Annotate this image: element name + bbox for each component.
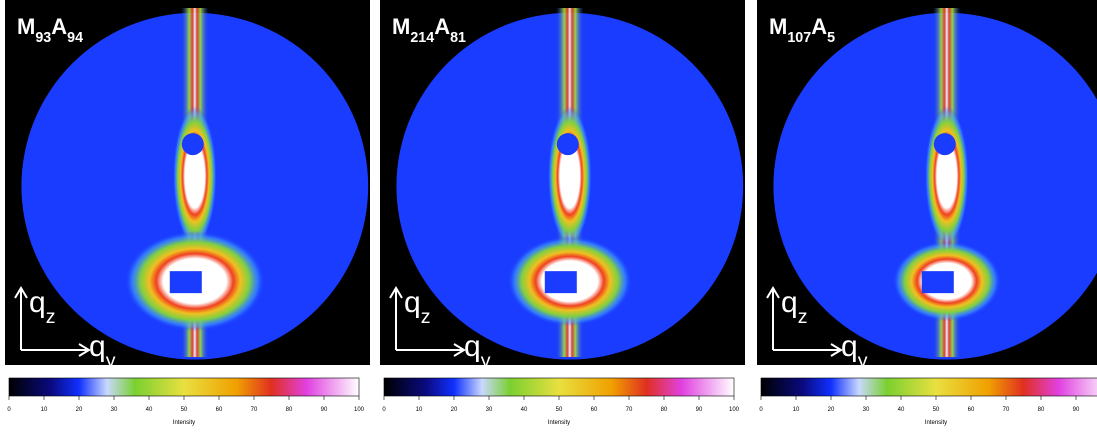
beam-stop — [557, 133, 579, 155]
colorbar-tick-label: 10 — [41, 407, 48, 413]
label-subscript: 93 — [35, 30, 51, 46]
colorbar-tick-label: 50 — [556, 407, 563, 413]
upper-lobe — [925, 106, 969, 246]
colorbar-label: Intensity — [925, 420, 947, 426]
beam-block — [545, 271, 577, 293]
colorbar-tick-label: 0 — [7, 407, 11, 413]
colorbar-tick-label: 0 — [759, 407, 763, 413]
label-text: M — [17, 14, 35, 39]
beam-stop — [934, 133, 956, 155]
axis-subscript: z — [46, 306, 56, 328]
upper-lobe — [548, 106, 592, 246]
colorbar-tick-label: 60 — [216, 407, 223, 413]
colorbar-tick-label: 70 — [1003, 407, 1010, 413]
colorbar-tick-label: 100 — [354, 407, 365, 413]
colorbar-tick-label: 80 — [286, 407, 293, 413]
beam-stop — [182, 133, 204, 155]
axis-text: q — [29, 286, 46, 319]
label-text: A — [811, 14, 827, 39]
colorbar-tick-label: 60 — [968, 407, 975, 413]
axis-text: q — [89, 330, 106, 363]
colorbar-tick-label: 50 — [181, 407, 188, 413]
colorbar-tick-label: 90 — [321, 407, 328, 413]
label-text: M — [392, 14, 410, 39]
colorbar-tick-label: 0 — [382, 407, 386, 413]
axis-text: q — [464, 330, 481, 363]
colorbar — [9, 378, 359, 396]
colorbar-tick-label: 10 — [416, 407, 423, 413]
label-subscript: 81 — [450, 30, 466, 46]
colorbar-tick-label: 60 — [591, 407, 598, 413]
colorbar-tick-label: 90 — [696, 407, 703, 413]
label-subscript: 107 — [787, 30, 811, 46]
axis-text: q — [781, 286, 798, 319]
colorbar-tick-label: 40 — [521, 407, 528, 413]
beam-block — [922, 271, 954, 293]
colorbar-tick-label: 10 — [793, 407, 800, 413]
axis-subscript: y — [858, 350, 868, 372]
colorbar-tick-label: 80 — [1038, 407, 1045, 413]
colorbar-tick-label: 70 — [251, 407, 258, 413]
upper-lobe — [173, 106, 217, 246]
colorbar-tick-label: 40 — [146, 407, 153, 413]
colorbar-tick-label: 40 — [898, 407, 905, 413]
colorbar-tick-label: 30 — [111, 407, 118, 413]
colorbar-tick-label: 30 — [486, 407, 493, 413]
colorbar — [761, 378, 1097, 396]
label-text: M — [769, 14, 787, 39]
panel: M107A5qzqy0102030405060708090100Intensit… — [757, 0, 1097, 426]
label-text: A — [434, 14, 450, 39]
colorbar-tick-label: 100 — [729, 407, 740, 413]
colorbar-tick-label: 50 — [933, 407, 940, 413]
axis-text: q — [841, 330, 858, 363]
figure: M93A94qzqy0102030405060708090100Intensit… — [0, 0, 1097, 432]
label-text: A — [51, 14, 67, 39]
colorbar-tick-label: 80 — [661, 407, 668, 413]
label-subscript: 5 — [827, 30, 835, 46]
axis-subscript: z — [421, 306, 431, 328]
colorbar-tick-label: 70 — [626, 407, 633, 413]
colorbar-label: Intensity — [173, 420, 195, 426]
colorbar-tick-label: 90 — [1073, 407, 1080, 413]
axis-subscript: y — [481, 350, 491, 372]
axis-text: q — [404, 286, 421, 319]
colorbar-label: Intensity — [548, 420, 570, 426]
colorbar — [384, 378, 734, 396]
axis-subscript: z — [798, 306, 808, 328]
colorbar-tick-label: 20 — [828, 407, 835, 413]
label-subscript: 94 — [67, 30, 83, 46]
colorbar-tick-label: 20 — [76, 407, 83, 413]
beam-block — [170, 271, 202, 293]
axis-subscript: y — [106, 350, 116, 372]
colorbar-tick-label: 20 — [451, 407, 458, 413]
colorbar-tick-label: 30 — [863, 407, 870, 413]
label-subscript: 214 — [410, 30, 434, 46]
